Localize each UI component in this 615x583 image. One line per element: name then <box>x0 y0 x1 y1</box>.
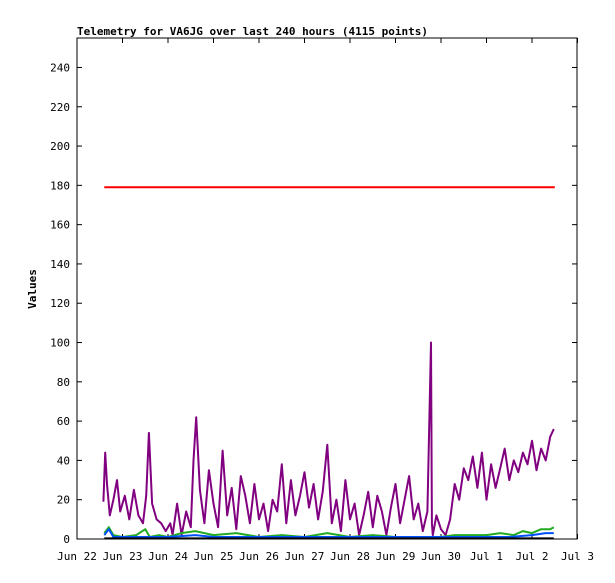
y-tick-label: 240 <box>50 61 70 74</box>
x-tick-label: Jun 28 <box>330 550 370 563</box>
x-tick-label: Jul 3 <box>561 550 594 563</box>
y-tick-label: 100 <box>50 337 70 350</box>
x-tick-label: Jul 1 <box>470 550 503 563</box>
y-tick-label: 160 <box>50 219 70 232</box>
x-tick-label: Jun 25 <box>194 550 234 563</box>
series-layer <box>102 186 555 540</box>
y-axis: 0 20 40 60 80 100 120 140 160 180 200 220 240 <box>50 61 577 546</box>
x-tick-label: Jul 2 <box>515 550 548 563</box>
series-line-2 <box>103 526 555 538</box>
y-tick-label: 80 <box>57 376 70 389</box>
y-tick-label: 140 <box>50 258 70 271</box>
y-tick-label: 200 <box>50 140 70 153</box>
series-line-3 <box>103 528 554 538</box>
y-axis-title: Values <box>26 269 39 309</box>
x-tick-label: Jun 26 <box>239 550 279 563</box>
x-tick-label: Jun 29 <box>376 550 416 563</box>
y-tick-label: 20 <box>57 494 70 507</box>
x-tick-label: Jun 27 <box>285 550 325 563</box>
y-tick-label: 0 <box>63 533 70 546</box>
x-axis: Jun 22 Jun 23 Jun 24 Jun 25 Jun 26 Jun 27 Jun … <box>57 38 594 563</box>
y-tick-label: 40 <box>57 454 70 467</box>
y-tick-label: 120 <box>50 297 70 310</box>
x-tick-label: Jun 24 <box>148 550 188 563</box>
chart-title: Telemetry for VA6JG over last 240 hours … <box>77 25 428 38</box>
y-tick-label: 60 <box>57 415 70 428</box>
x-tick-label: Jun 22 <box>57 550 97 563</box>
x-tick-label: Jun 30 <box>421 550 461 563</box>
x-tick-label: Jun 23 <box>103 550 143 563</box>
y-tick-label: 180 <box>50 179 70 192</box>
y-tick-label: 220 <box>50 101 70 114</box>
series-line-1 <box>102 341 555 537</box>
